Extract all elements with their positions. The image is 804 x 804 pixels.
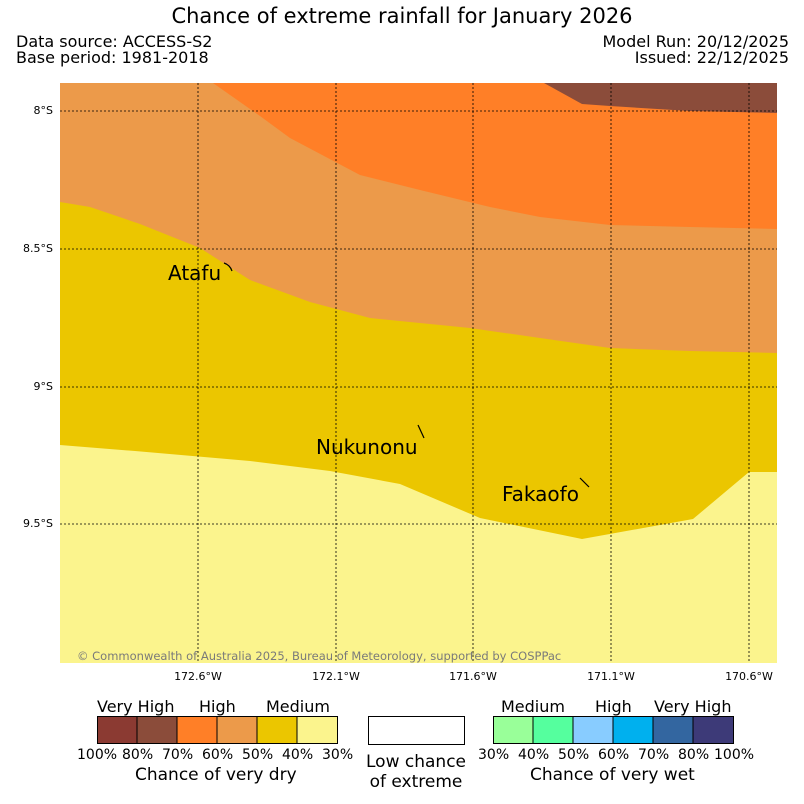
wet-pct-30: 30% [478, 747, 510, 763]
wet-category-medium: Medium [501, 697, 565, 716]
low-chance-label: Low chance of extreme [346, 752, 486, 792]
wet-swatch-1 [493, 716, 533, 744]
lat-label-8-5s: 8.5°S [23, 242, 53, 255]
wet-pct-60: 60% [598, 747, 630, 763]
lat-label-9-5s: 9.5°S [23, 517, 53, 530]
wet-swatch-2 [533, 716, 573, 744]
wet-swatch-4 [613, 716, 653, 744]
dry-category-high: High [199, 697, 236, 716]
dry-pct-100: 100% [77, 747, 118, 763]
low-chance-swatch [368, 716, 465, 745]
dry-pct-40: 40% [282, 747, 314, 763]
low-chance-line-2: of extreme [369, 772, 463, 792]
lon-label-172-6w: 172.6°W [174, 670, 222, 683]
place-fakaofo: Fakaofo [502, 482, 579, 506]
atoll-outlines [223, 262, 590, 488]
meta-left: Data source: ACCESS-S2 Base period: 1981… [16, 34, 212, 66]
wet-swatch-3 [573, 716, 613, 744]
dry-swatch-5 [257, 716, 297, 744]
dry-swatch-6 [297, 716, 337, 744]
fakaofo-outline [579, 477, 590, 488]
wet-pct-50: 50% [558, 747, 590, 763]
dry-colorbar-dividers [97, 716, 338, 744]
dry-pct-70: 70% [162, 747, 194, 763]
wet-pct-40: 40% [518, 747, 550, 763]
meta-right: Model Run: 20/12/2025 Issued: 22/12/2025 [603, 34, 790, 66]
zone-high [213, 83, 777, 229]
dry-pct-30: 30% [322, 747, 354, 763]
lat-label-8s: 8°S [33, 104, 53, 117]
dry-swatch-1 [97, 716, 137, 744]
zone-very-high [544, 83, 777, 113]
place-nukunonu: Nukunonu [316, 435, 418, 459]
chart-title: Chance of extreme rainfall for January 2… [171, 4, 633, 28]
wet-pct-80: 80% [678, 747, 710, 763]
place-atafu: Atafu [168, 261, 222, 285]
dry-pct-50: 50% [242, 747, 274, 763]
lat-label-9s: 9°S [33, 380, 53, 393]
wet-caption: Chance of very wet [530, 765, 695, 785]
lon-label-171-1w: 171.1°W [587, 670, 635, 683]
lon-label-171-6w: 171.6°W [449, 670, 497, 683]
atafu-outline [223, 262, 233, 272]
map-zones [60, 83, 777, 663]
dry-swatch-4 [217, 716, 257, 744]
wet-swatch-6 [693, 716, 733, 744]
data-source: Data source: ACCESS-S2 [16, 32, 213, 51]
dry-category-very-high: Very High [97, 697, 175, 716]
lon-label-170-6w: 170.6°W [725, 670, 773, 683]
wet-pct-100: 100% [714, 747, 755, 763]
copyright-notice: © Commonwealth of Australia 2025, Bureau… [77, 649, 562, 663]
dry-caption: Chance of very dry [135, 765, 297, 785]
lon-label-172-1w: 172.1°W [312, 670, 360, 683]
wet-category-high: High [595, 697, 632, 716]
dry-swatch-2 [137, 716, 177, 744]
nukunonu-outline [417, 424, 425, 439]
dry-category-medium: Medium [266, 697, 330, 716]
gridlines [60, 83, 777, 663]
issued-date: Issued: 22/12/2025 [634, 48, 789, 67]
base-period: Base period: 1981-2018 [16, 48, 209, 67]
wet-swatch-5 [653, 716, 693, 744]
model-run: Model Run: 20/12/2025 [602, 32, 790, 51]
wet-colorbar-dividers [493, 716, 734, 744]
dry-pct-60: 60% [202, 747, 234, 763]
wet-pct-70: 70% [638, 747, 670, 763]
wet-category-very-high: Very High [654, 697, 732, 716]
dry-pct-80: 80% [122, 747, 154, 763]
low-chance-line-1: Low chance [366, 752, 466, 772]
dry-swatch-3 [177, 716, 217, 744]
